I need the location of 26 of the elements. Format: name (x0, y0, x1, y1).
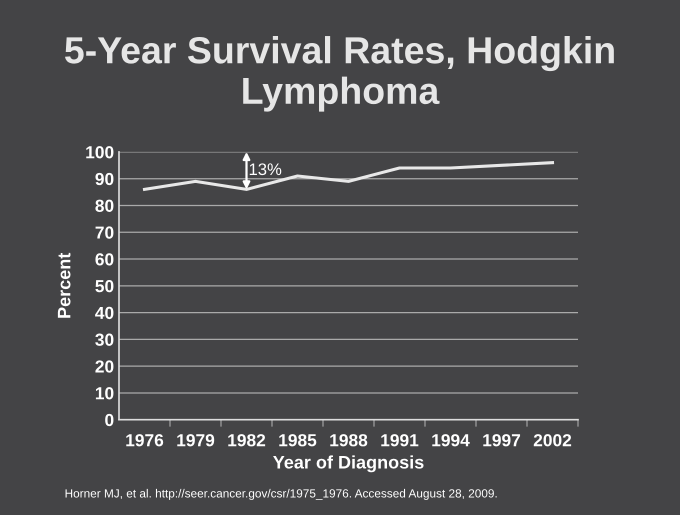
y-tick-label: 40 (95, 306, 114, 320)
y-tick-label: 100 (86, 146, 114, 158)
x-tick-label: 1982 (228, 434, 266, 446)
text: Horner MJ, et al. http://seer.cancer.gov/csr/1975_1976. Accessed August 28, 2009. (66, 488, 497, 500)
chart-title: 5-Year Survival Rates, Hodgkin Lymphoma (65, 36, 614, 112)
y-tick-label: 80 (95, 200, 114, 212)
x-tick-label: 2002 (534, 434, 572, 446)
y-tick-label: 20 (95, 360, 114, 373)
x-axis-title: Year of Diagnosis (273, 455, 424, 472)
x-tick-label: 1976 (126, 434, 164, 446)
line-series (142, 161, 554, 191)
x-tick-label: 1985 (279, 434, 316, 446)
y-tick-label: 90 (95, 172, 114, 186)
y-tick-label: 10 (96, 387, 114, 400)
x-tick-label: 1994 (432, 434, 470, 446)
y-tick-label: 60 (95, 253, 114, 266)
y-tick-label: 70 (96, 226, 114, 239)
y-axis-title: Percent (58, 252, 70, 318)
y-tick-label: 0 (105, 414, 114, 426)
annotation: 13% (250, 163, 282, 176)
y-tick-label: 30 (95, 334, 114, 346)
x-tick-label: 1991 (381, 434, 418, 446)
x-tick-label: 1979 (177, 434, 214, 446)
x-tick-label: 1988 (330, 434, 368, 446)
y-tick-label: 50 (95, 280, 114, 292)
x-tick-label: 1997 (483, 434, 520, 446)
